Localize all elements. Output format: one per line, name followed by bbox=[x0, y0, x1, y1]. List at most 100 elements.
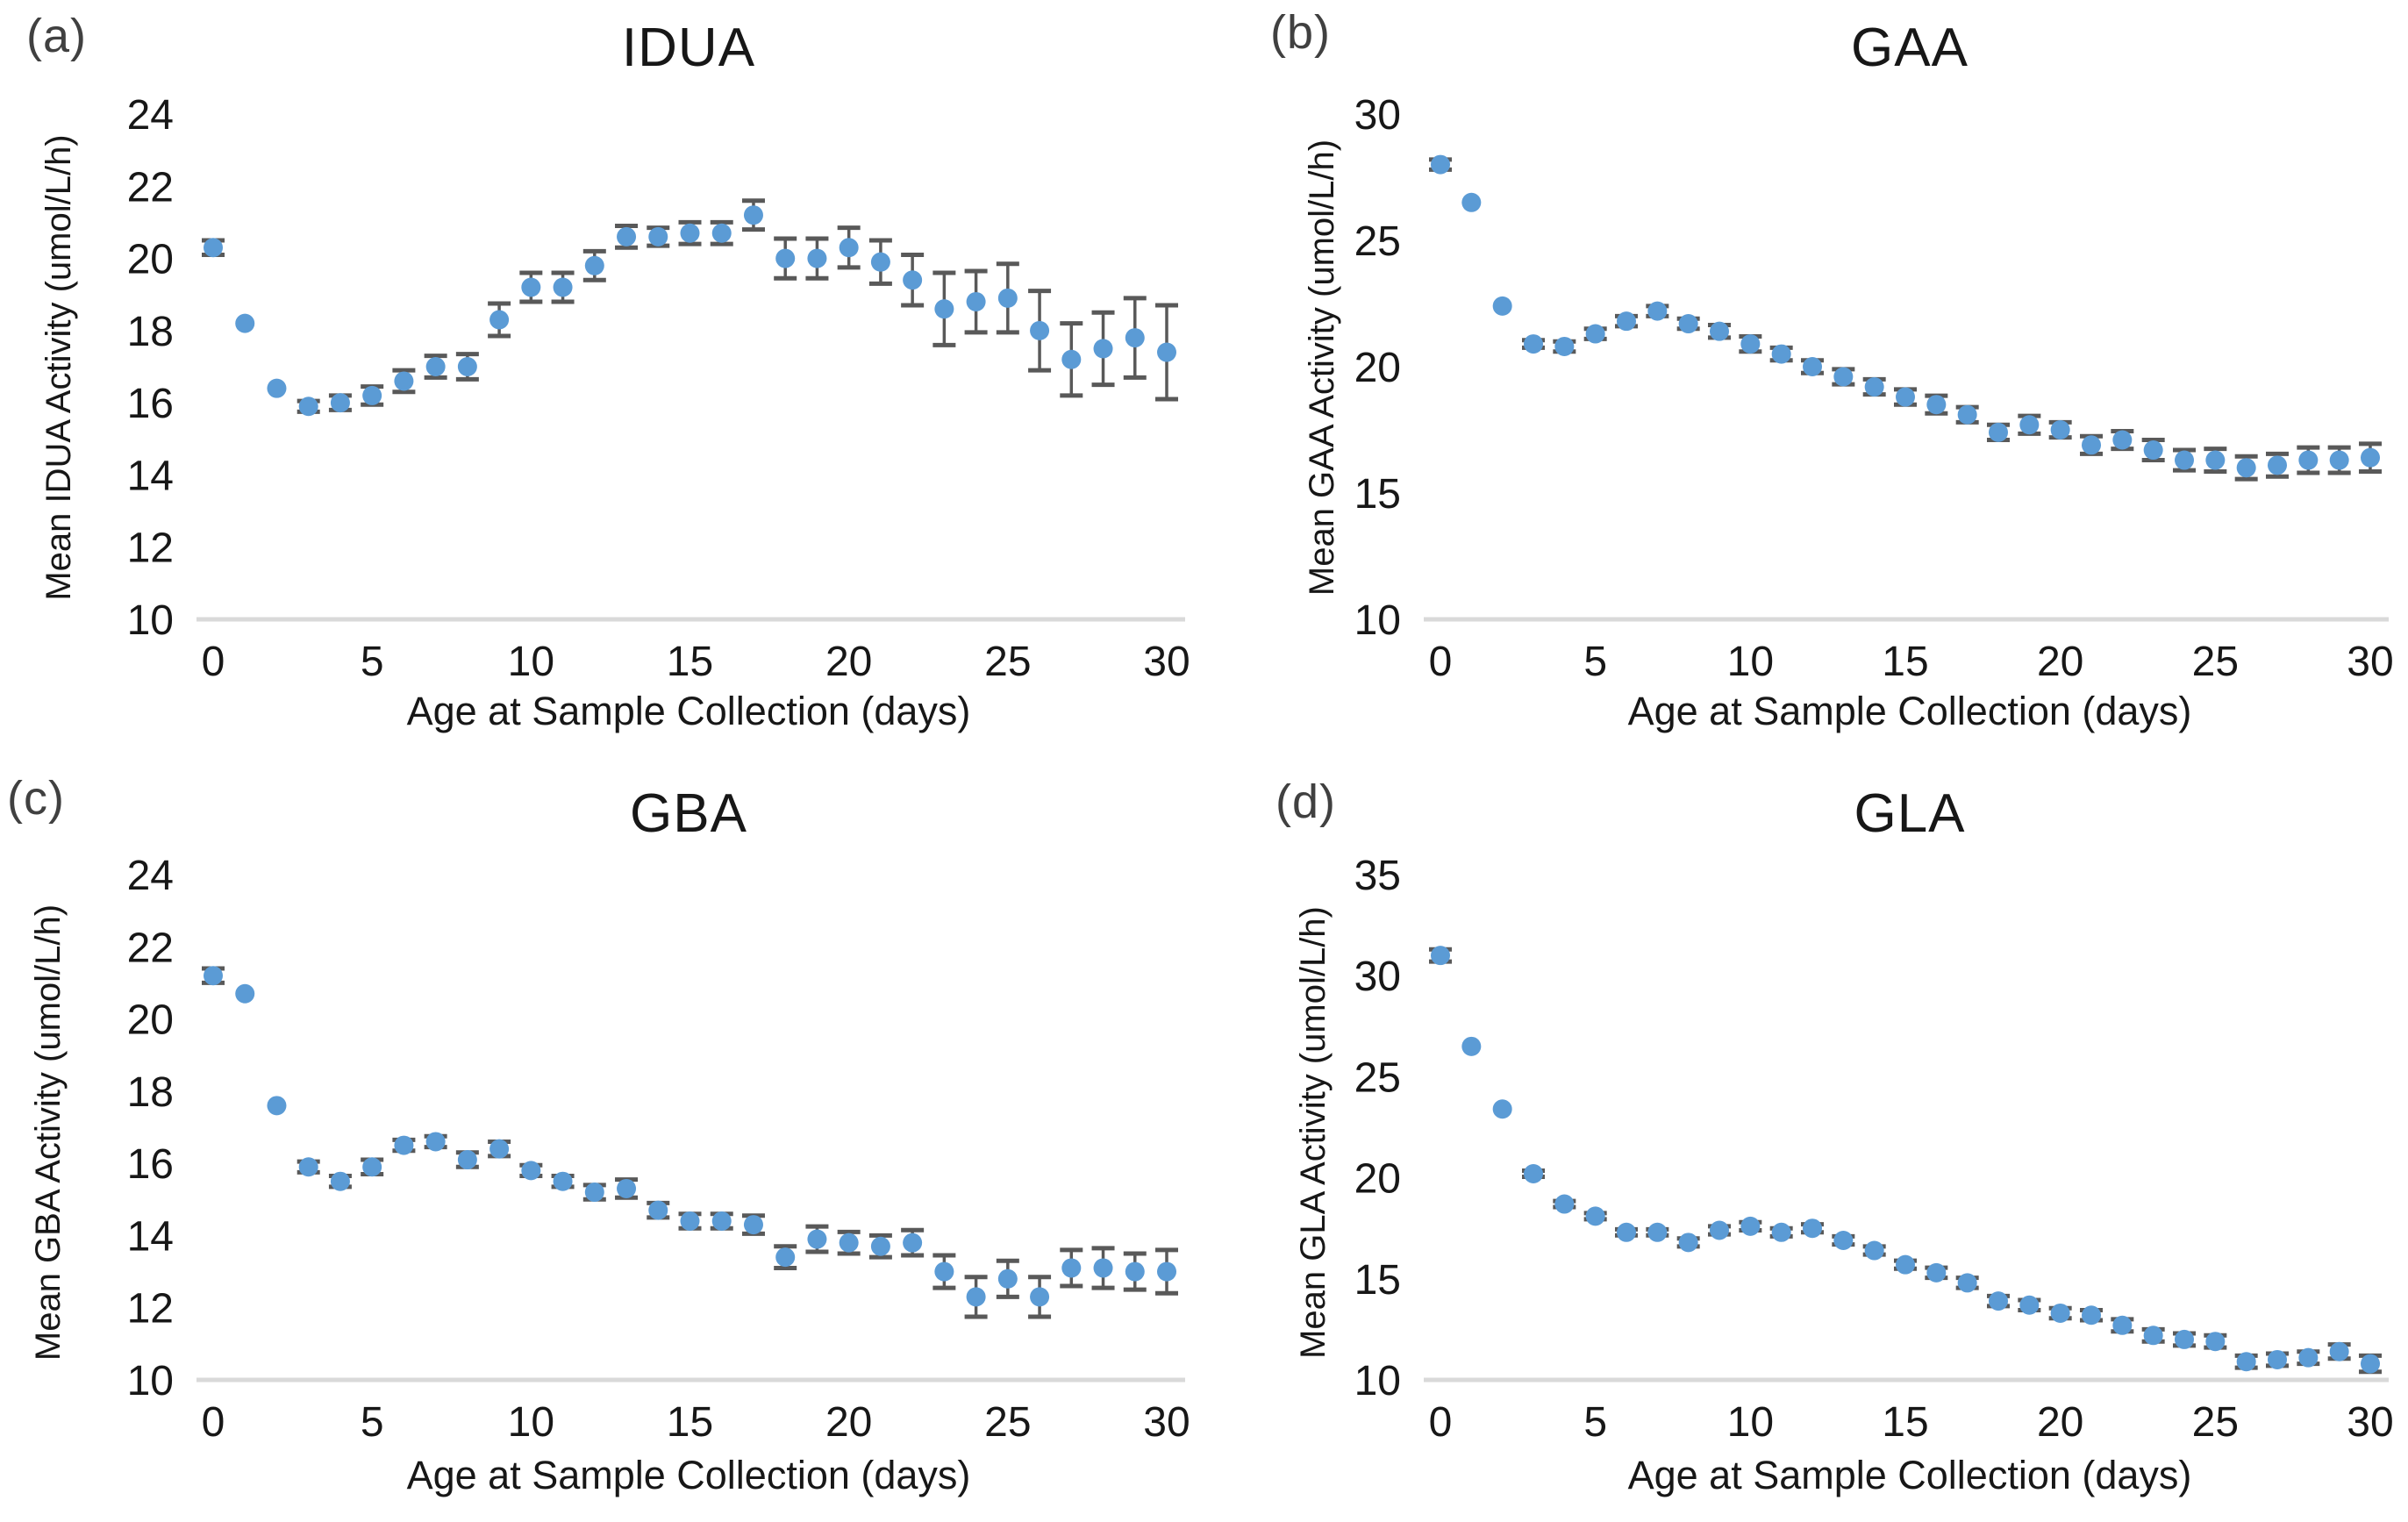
data-point bbox=[204, 238, 223, 258]
y-tick-label: 35 bbox=[1354, 853, 1401, 899]
chart-title-gaa: GAA bbox=[1851, 18, 1969, 78]
y-tick-label: 16 bbox=[127, 1141, 174, 1188]
data-point bbox=[870, 1236, 890, 1256]
panel-gla: 10 15 20 25 30 35 0 5 10 15 20 25 30 (d) GLA Mean GL… bbox=[1204, 761, 2408, 1522]
data-point bbox=[2082, 1305, 2101, 1325]
data-point bbox=[903, 270, 923, 290]
data-point bbox=[521, 277, 541, 297]
gla-scatter-plot: 10 15 20 25 30 35 0 5 10 15 20 25 30 bbox=[1354, 853, 2394, 1446]
data-point bbox=[2361, 447, 2380, 468]
panel-gaa: 10 15 20 25 30 0 5 10 15 20 25 30 (b) GAA Mean GAA … bbox=[1204, 0, 2408, 761]
data-point bbox=[489, 1139, 510, 1159]
x-tick-label: 10 bbox=[508, 1399, 554, 1446]
data-point bbox=[1989, 422, 2008, 442]
data-point bbox=[553, 277, 573, 297]
data-point bbox=[2236, 1352, 2256, 1372]
y-tick-label: 30 bbox=[1354, 92, 1401, 139]
y-axis-label-gba: Mean GBA Activity (umol/L/h) bbox=[29, 904, 68, 1361]
data-point bbox=[1989, 1291, 2008, 1311]
x-tick-label: 5 bbox=[361, 639, 384, 685]
y-tick-label: 10 bbox=[1354, 597, 1401, 644]
data-point bbox=[1554, 1194, 1575, 1214]
data-point bbox=[934, 299, 954, 319]
data-point bbox=[1740, 1216, 1761, 1236]
data-point bbox=[1492, 1099, 1512, 1119]
x-tick-label: 10 bbox=[1727, 639, 1774, 685]
data-point bbox=[2361, 1354, 2380, 1374]
data-point bbox=[1524, 1163, 1543, 1183]
y-tick-label: 10 bbox=[127, 1358, 174, 1404]
y-tick-label: 22 bbox=[127, 164, 174, 211]
x-tick-label: 30 bbox=[2347, 639, 2393, 685]
y-tick-label: 14 bbox=[127, 453, 174, 499]
x-tick-label: 20 bbox=[825, 1399, 872, 1446]
data-point bbox=[1157, 1261, 1176, 1282]
data-point bbox=[775, 1247, 796, 1268]
chart-title-gba: GBA bbox=[630, 783, 747, 844]
data-point bbox=[1710, 321, 1729, 341]
gba-scatter-plot: 10 12 14 16 18 20 22 24 0 5 10 15 20 25 30 bbox=[127, 853, 1190, 1446]
chart-title-gla: GLA bbox=[1854, 783, 1966, 844]
data-point bbox=[553, 1171, 573, 1191]
y-tick-label: 15 bbox=[1354, 1257, 1401, 1304]
data-point bbox=[2050, 420, 2070, 439]
x-tick-label: 10 bbox=[1727, 1399, 1774, 1446]
data-point bbox=[1678, 314, 1698, 334]
data-point bbox=[1710, 1220, 1729, 1240]
data-point bbox=[711, 223, 732, 243]
y-tick-label: 10 bbox=[127, 597, 174, 644]
y-tick-label: 20 bbox=[1354, 1156, 1401, 1203]
x-tick-label: 0 bbox=[1429, 639, 1453, 685]
data-point bbox=[1740, 334, 1761, 354]
data-point bbox=[204, 966, 223, 986]
data-point bbox=[1803, 1218, 1822, 1239]
data-point bbox=[298, 1157, 318, 1177]
data-point bbox=[775, 248, 796, 268]
x-tick-label: 20 bbox=[2037, 1399, 2083, 1446]
data-point bbox=[1647, 1222, 1668, 1242]
data-point bbox=[1926, 1262, 1947, 1283]
data-point bbox=[2050, 1303, 2070, 1323]
data-point bbox=[2205, 450, 2226, 470]
y-tick-label: 18 bbox=[127, 309, 174, 355]
x-tick-label: 20 bbox=[2037, 639, 2083, 685]
y-tick-label: 25 bbox=[1354, 218, 1401, 265]
x-tick-label: 25 bbox=[2192, 639, 2239, 685]
data-point bbox=[2019, 1295, 2040, 1315]
x-tick-label: 10 bbox=[508, 639, 554, 685]
data-point bbox=[2268, 1349, 2287, 1369]
data-point bbox=[966, 1287, 986, 1307]
data-point bbox=[966, 291, 986, 311]
data-point bbox=[1803, 357, 1822, 376]
panel-idua: 10 12 14 16 18 20 22 24 0 5 10 15 20 25 30 (a) IDUA Me… bbox=[0, 0, 1204, 761]
data-point bbox=[839, 238, 859, 258]
data-point bbox=[298, 397, 318, 417]
x-axis-label-gaa: Age at Sample Collection (days) bbox=[1627, 689, 2192, 733]
idua-scatter-plot: 10 12 14 16 18 20 22 24 0 5 10 15 20 25 30 bbox=[127, 92, 1190, 685]
x-tick-label: 30 bbox=[1143, 639, 1190, 685]
panel-gba: 10 12 14 16 18 20 22 24 0 5 10 15 20 25 30 (c) GBA Mea… bbox=[0, 761, 1204, 1522]
data-point bbox=[1524, 334, 1543, 354]
data-point bbox=[235, 313, 255, 333]
data-point bbox=[330, 1171, 350, 1191]
data-point bbox=[1957, 1273, 1977, 1293]
data-point bbox=[362, 1157, 382, 1177]
panel-letter-b: (b) bbox=[1270, 6, 1331, 59]
data-point bbox=[2205, 1332, 2226, 1352]
data-point bbox=[1093, 339, 1113, 359]
data-point bbox=[2298, 450, 2319, 470]
data-point bbox=[1957, 404, 1977, 425]
data-point bbox=[1833, 1231, 1854, 1251]
y-tick-label: 14 bbox=[127, 1213, 174, 1260]
y-tick-label: 24 bbox=[127, 853, 174, 899]
data-point bbox=[807, 248, 827, 268]
data-point bbox=[1896, 1254, 1915, 1275]
data-point bbox=[807, 1229, 827, 1249]
data-point bbox=[1771, 1222, 1791, 1242]
gaa-scatter-plot: 10 15 20 25 30 0 5 10 15 20 25 30 bbox=[1354, 92, 2394, 685]
data-point bbox=[2143, 440, 2163, 461]
data-point bbox=[1585, 1206, 1605, 1226]
data-point bbox=[648, 226, 668, 247]
data-point bbox=[394, 1135, 414, 1155]
